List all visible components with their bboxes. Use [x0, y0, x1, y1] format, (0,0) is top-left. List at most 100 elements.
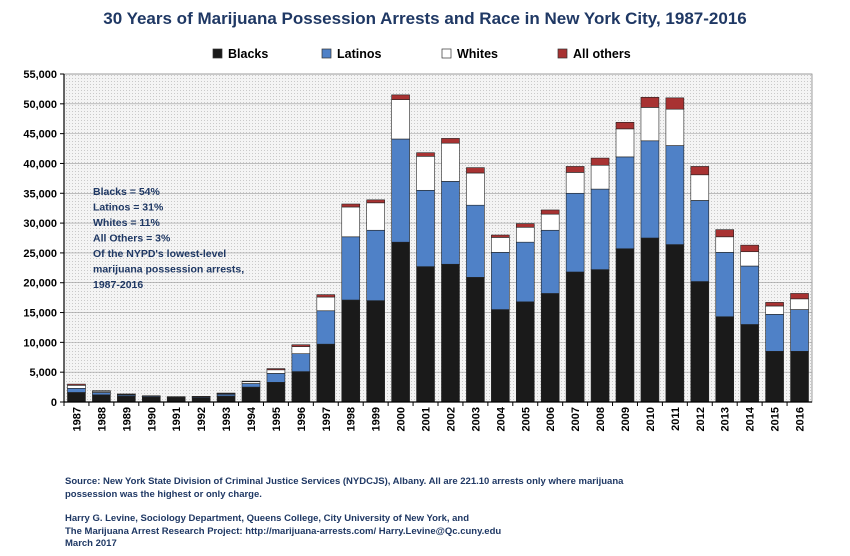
x-tick-label: 2014 — [745, 406, 757, 431]
bar-segment — [316, 343, 336, 403]
x-tick-label: 2002 — [445, 407, 457, 431]
chart-legend: Blacks Latinos Whites All others — [212, 47, 631, 61]
y-tick-label: 55,000 — [23, 69, 57, 81]
bar-segment — [316, 296, 336, 312]
bar-segment — [391, 138, 410, 243]
bar-segment — [715, 252, 735, 318]
y-tick-label: 30,000 — [23, 218, 57, 230]
bar-segment — [515, 241, 535, 303]
y-tick-label: 40,000 — [23, 158, 57, 170]
y-tick-label: 25,000 — [23, 248, 57, 260]
bar-segment — [341, 299, 361, 403]
x-tick-label: 1989 — [121, 407, 133, 431]
bar-segment — [291, 371, 311, 403]
annotation-line: 1987-2016 — [93, 279, 143, 291]
x-tick-label: 2006 — [545, 407, 557, 431]
bar-segment — [466, 167, 485, 174]
legend-swatch — [212, 48, 223, 59]
chart-title: 30 Years of Marijuana Possession Arrests… — [103, 9, 746, 28]
annotation-line: Blacks = 54% — [93, 186, 161, 198]
annotation-line: marijuana possession arrests, — [93, 264, 244, 276]
x-tick-label: 1999 — [371, 407, 383, 431]
bar-segment — [615, 122, 635, 130]
bar-segment — [790, 293, 809, 300]
bar-segment — [416, 189, 435, 267]
bar-segment — [715, 229, 735, 238]
bar-segment — [790, 309, 809, 352]
source-line: possession was the highest or only charg… — [65, 488, 262, 500]
bar-segment — [615, 128, 635, 158]
x-tick-label: 1992 — [196, 407, 208, 431]
y-tick-label: 45,000 — [23, 129, 57, 141]
bar-segment — [67, 385, 86, 389]
bar-segment — [765, 302, 784, 307]
bar-segment — [216, 395, 236, 403]
annotation-line: Latinos = 31% — [93, 202, 164, 214]
bars — [67, 94, 809, 403]
bar-segment — [740, 324, 759, 403]
bar-segment — [266, 368, 286, 371]
bar-segment — [590, 188, 610, 270]
bar-segment — [740, 251, 759, 267]
bar-segment — [665, 145, 685, 245]
bar-segment — [92, 394, 111, 403]
x-tick-label: 1995 — [271, 407, 283, 431]
legend-label: Latinos — [337, 47, 381, 61]
y-tick-label: 20,000 — [23, 278, 57, 290]
stacked-bar-chart: 30 Years of Marijuana Possession Arrests… — [23, 9, 813, 431]
x-tick-label: 1997 — [321, 407, 333, 431]
bar-segment — [565, 271, 585, 403]
bar-segment — [266, 373, 286, 383]
bar-segment — [316, 294, 336, 298]
x-tick-label: 2012 — [695, 407, 707, 431]
bar-segment — [141, 396, 161, 403]
bar-segment — [117, 395, 136, 403]
bar-segment — [291, 353, 311, 372]
bar-segment — [67, 392, 86, 403]
bar-segment — [391, 99, 410, 140]
bar-segment — [765, 314, 784, 352]
credit-line: March 2017 — [65, 538, 117, 549]
bar-segment — [515, 226, 535, 243]
x-tick-label: 1993 — [221, 407, 233, 431]
annotation-line: All Others = 3% — [93, 233, 171, 245]
x-tick-label: 2000 — [396, 407, 408, 431]
bar-segment — [565, 172, 585, 194]
bar-segment — [266, 382, 286, 403]
bar-segment — [341, 206, 361, 238]
bar-segment — [590, 164, 610, 190]
bar-segment — [416, 152, 435, 157]
legend-label: Whites — [457, 47, 498, 61]
bar-segment — [366, 229, 385, 301]
bar-segment — [241, 383, 261, 388]
bar-segment — [416, 155, 435, 191]
bar-segment — [391, 94, 410, 100]
y-tick-label: 50,000 — [23, 99, 57, 111]
bar-segment — [515, 301, 535, 403]
bar-segment — [341, 236, 361, 301]
bar-segment — [491, 252, 510, 310]
y-tick-label: 35,000 — [23, 188, 57, 200]
bar-segment — [715, 236, 735, 253]
bar-segment — [266, 369, 286, 374]
bar-segment — [690, 174, 710, 201]
bar-segment — [540, 209, 560, 215]
bar-segment — [341, 203, 361, 208]
credit-line: Harry G. Levine, Sociology Department, Q… — [65, 513, 470, 524]
bar-segment — [92, 390, 111, 392]
annotation-line: Of the NYPD's lowest-level — [93, 248, 226, 260]
bar-segment — [67, 387, 86, 393]
bar-segment — [241, 386, 261, 403]
bar-segment — [441, 142, 460, 182]
x-tick-label: 2007 — [570, 407, 582, 431]
x-tick-label: 1987 — [71, 407, 83, 431]
bar-segment — [67, 383, 86, 386]
bar-segment — [466, 172, 485, 206]
bar-segment — [491, 234, 510, 238]
legend-swatch — [321, 48, 332, 59]
y-tick-label: 15,000 — [23, 308, 57, 320]
bar-segment — [166, 397, 186, 403]
x-tick-label: 2001 — [421, 407, 433, 431]
bar-segment — [715, 316, 735, 403]
bar-segment — [765, 305, 784, 315]
